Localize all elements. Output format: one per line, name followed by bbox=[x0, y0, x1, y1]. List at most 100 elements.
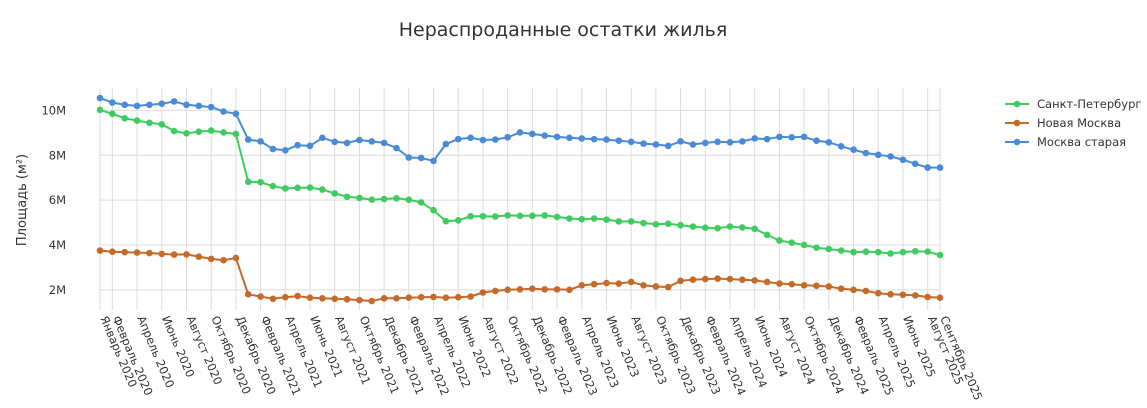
data-point bbox=[541, 212, 549, 219]
data-point bbox=[393, 144, 400, 152]
data-point bbox=[207, 103, 215, 111]
data-point bbox=[590, 135, 598, 143]
data-point bbox=[664, 283, 672, 291]
data-point bbox=[652, 283, 660, 290]
data-point bbox=[269, 182, 277, 190]
data-point bbox=[677, 277, 684, 285]
data-point bbox=[417, 199, 425, 206]
data-point bbox=[751, 225, 759, 233]
data-point bbox=[566, 134, 573, 142]
data-point bbox=[924, 248, 931, 255]
data-point bbox=[739, 276, 746, 284]
data-point bbox=[121, 101, 129, 109]
data-point bbox=[491, 287, 499, 295]
data-point bbox=[331, 138, 339, 146]
data-point bbox=[800, 133, 808, 141]
data-point bbox=[664, 220, 672, 227]
data-point bbox=[158, 121, 166, 128]
data-point bbox=[281, 147, 289, 154]
data-point bbox=[170, 98, 178, 105]
data-point bbox=[776, 280, 783, 287]
data-point bbox=[850, 248, 857, 256]
data-point bbox=[899, 248, 907, 256]
data-point bbox=[837, 143, 845, 150]
data-point bbox=[751, 277, 759, 284]
data-point bbox=[825, 138, 833, 146]
data-point bbox=[936, 164, 944, 171]
data-point bbox=[405, 294, 413, 301]
data-point bbox=[331, 295, 339, 303]
data-point bbox=[96, 94, 104, 102]
data-point bbox=[615, 137, 623, 144]
y-tick-label: 2M bbox=[49, 283, 66, 297]
data-point bbox=[319, 134, 326, 142]
data-point bbox=[109, 99, 116, 106]
data-point bbox=[257, 178, 264, 186]
data-point bbox=[343, 193, 351, 201]
data-point bbox=[911, 292, 919, 299]
data-point bbox=[887, 153, 894, 160]
legend-swatch-marker bbox=[1013, 100, 1021, 108]
data-point bbox=[454, 293, 462, 301]
data-point bbox=[689, 141, 697, 148]
data-point bbox=[911, 247, 919, 255]
data-point bbox=[442, 217, 450, 225]
legend-item-label: Санкт-Петербург bbox=[1037, 97, 1141, 111]
data-point bbox=[479, 212, 487, 220]
data-point bbox=[874, 248, 882, 256]
data-point bbox=[417, 293, 425, 301]
data-point bbox=[541, 132, 549, 139]
data-point bbox=[603, 216, 610, 223]
data-point bbox=[368, 196, 376, 203]
data-point bbox=[763, 135, 771, 143]
data-point bbox=[356, 296, 363, 304]
data-point bbox=[887, 250, 894, 257]
data-point bbox=[430, 206, 437, 214]
data-point bbox=[874, 151, 882, 159]
data-point bbox=[294, 292, 301, 300]
data-point bbox=[640, 282, 647, 289]
data-point bbox=[874, 289, 882, 297]
y-axis: 2M 4M 6M 8M 10M bbox=[41, 103, 66, 296]
data-point bbox=[689, 276, 697, 284]
data-point bbox=[936, 294, 944, 301]
data-point bbox=[529, 130, 536, 138]
legend-item-label: Новая Москва bbox=[1037, 116, 1121, 130]
data-point bbox=[183, 129, 190, 137]
data-point bbox=[146, 249, 153, 257]
data-point bbox=[899, 291, 907, 299]
data-point bbox=[813, 282, 820, 290]
data-point bbox=[862, 248, 870, 255]
data-point bbox=[109, 110, 116, 118]
data-point bbox=[924, 164, 931, 171]
y-axis-label: Площадь (м²) bbox=[15, 154, 30, 246]
data-point bbox=[269, 295, 277, 303]
data-point bbox=[553, 286, 561, 293]
data-point bbox=[516, 212, 524, 220]
data-point bbox=[714, 138, 721, 146]
data-point bbox=[393, 295, 400, 302]
chart-title: Нераспроданные остатки жилья bbox=[399, 19, 728, 41]
data-point bbox=[232, 130, 240, 138]
data-point bbox=[467, 293, 474, 300]
data-point bbox=[319, 186, 326, 193]
data-point bbox=[516, 129, 524, 136]
data-point bbox=[368, 138, 376, 145]
data-point bbox=[232, 110, 240, 118]
data-point bbox=[454, 217, 462, 224]
data-point bbox=[368, 297, 376, 305]
data-point bbox=[776, 133, 783, 141]
y-tick-label: 6M bbox=[49, 193, 66, 207]
data-point bbox=[121, 248, 129, 256]
data-point bbox=[467, 212, 474, 220]
data-point bbox=[207, 127, 215, 134]
data-point bbox=[220, 129, 227, 136]
chart-grid bbox=[99, 88, 941, 310]
data-point bbox=[195, 128, 203, 136]
data-point bbox=[133, 249, 141, 256]
data-point bbox=[726, 223, 734, 230]
data-point bbox=[306, 142, 314, 150]
data-point bbox=[257, 293, 264, 300]
data-point bbox=[788, 239, 796, 247]
